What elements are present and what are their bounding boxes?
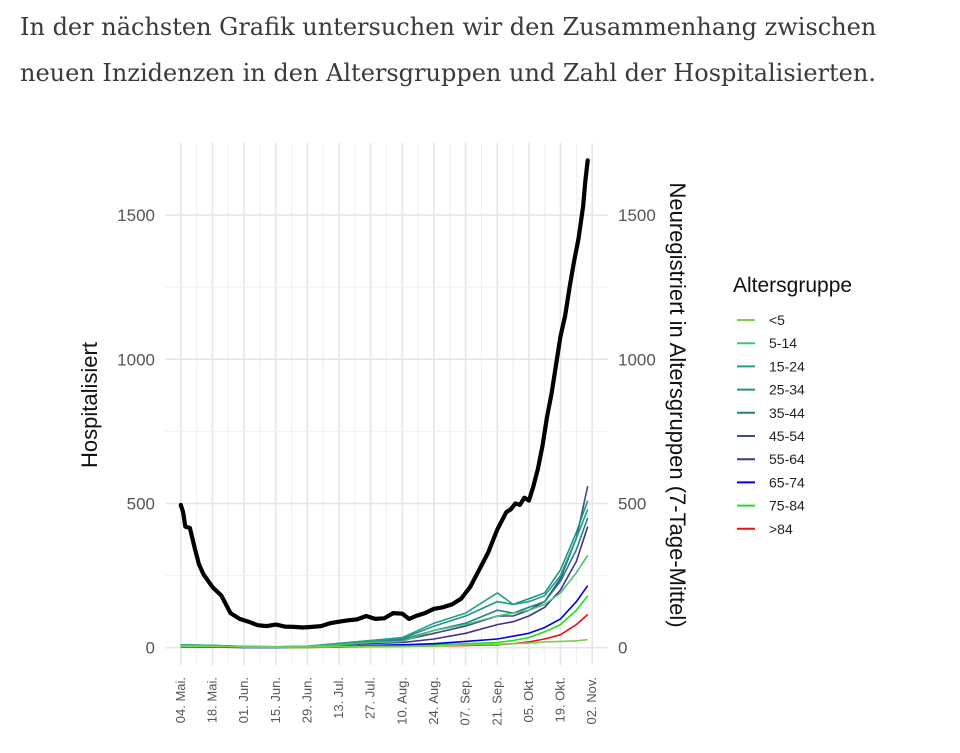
y-left-tick-label: 1500 [117, 206, 155, 225]
series-line-45-54 [180, 486, 589, 648]
y-left-tick-label: 1000 [117, 350, 155, 369]
series-line-25-34 [180, 500, 589, 648]
legend: Altersgruppe <5 5-14 15-24 25-34 35-44 45-54 5… [733, 274, 852, 537]
x-tick-label: 13. Jul. [331, 677, 346, 719]
y-axis-right-ticks: 0 500 1000 1500 [618, 206, 656, 658]
y-right-tick-label: 1000 [618, 350, 656, 369]
intro-line-2: neuen Inzidenzen in den Altersgruppen un… [20, 59, 876, 87]
x-tick-label: 21. Sep. [489, 677, 504, 725]
y-right-tick-label: 500 [618, 494, 646, 513]
legend-label-55-64: 55-64 [769, 451, 805, 467]
hospitalisiert-series [178, 158, 590, 630]
legend-title: Altersgruppe [733, 274, 852, 297]
x-tick-label: 07. Sep. [458, 677, 473, 725]
x-tick-label: 01. Jun. [236, 677, 251, 723]
x-tick-label: 05. Okt. [521, 677, 536, 723]
y-left-tick-label: 0 [146, 639, 155, 658]
x-tick-label: 24. Aug. [426, 677, 441, 725]
legend-label-5-14: 5-14 [769, 335, 797, 351]
legend-label->84: >84 [769, 521, 793, 537]
chart-grid [165, 143, 608, 665]
series-line-35-44 [180, 517, 589, 648]
x-tick-label: 18. Mai. [205, 677, 220, 723]
y-right-tick-label: 1500 [618, 206, 656, 225]
x-tick-label: 02. Nov. [584, 677, 599, 724]
legend-label-75-84: 75-84 [769, 498, 805, 514]
y-left-tick-label: 500 [127, 494, 155, 513]
series-line-55-64 [180, 526, 589, 648]
legend-label-45-54: 45-54 [769, 428, 805, 444]
x-tick-label: 19. Okt. [553, 677, 568, 723]
y-axis-left-title: Hospitalisiert [77, 342, 102, 468]
hospitalisiert-line [178, 158, 590, 630]
y-axis-right-title: Neuregistriert in Altersgruppen (7-Tage-… [665, 182, 690, 627]
series-line-15-24 [180, 509, 589, 648]
x-tick-label: 04. Mai. [173, 677, 188, 723]
age-group-series [180, 486, 589, 649]
legend-label-25-34: 25-34 [769, 382, 805, 398]
y-axis-left-ticks: 0 500 1000 1500 [117, 206, 155, 658]
legend-label-15-24: 15-24 [769, 358, 805, 374]
x-tick-label: 29. Jun. [299, 677, 314, 723]
y-right-tick-label: 0 [618, 639, 627, 658]
legend-label-35-44: 35-44 [769, 405, 805, 421]
legend-label-<5: <5 [769, 312, 785, 328]
series-line-<5 [180, 638, 588, 648]
intro-paragraph: In der nächsten Grafik untersuchen wir d… [20, 4, 940, 96]
x-tick-label: 10. Aug. [394, 677, 409, 725]
x-axis-ticks: 04. Mai. 18. Mai. 01. Jun. 15. Jun. 29. Jun.… [173, 677, 599, 726]
x-tick-label: 15. Jun. [268, 677, 283, 723]
legend-label-65-74: 65-74 [769, 474, 805, 490]
x-tick-label: 27. Jul. [363, 677, 378, 719]
intro-line-1: In der nächsten Grafik untersuchen wir d… [20, 13, 877, 41]
